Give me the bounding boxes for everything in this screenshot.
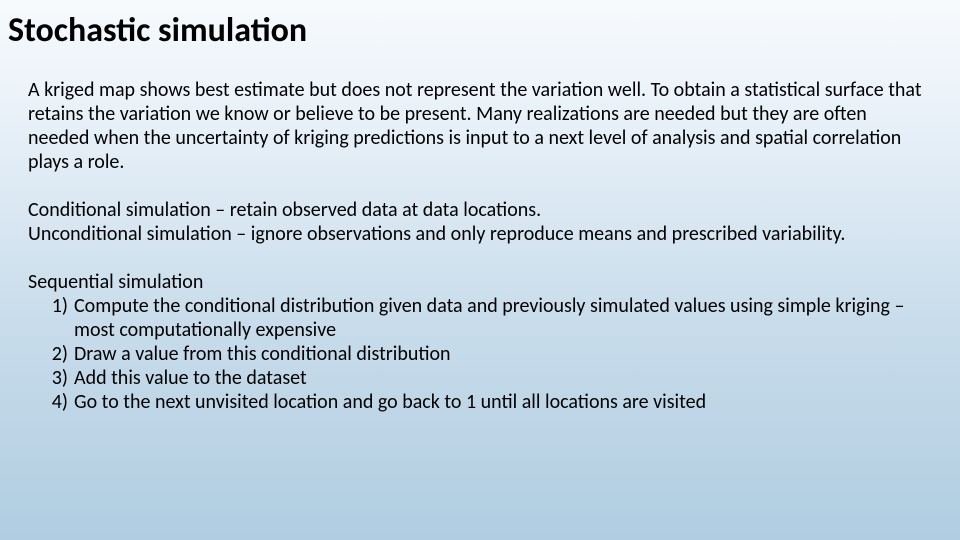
list-item: Draw a value from this conditional distr… <box>74 342 932 366</box>
sequential-steps-list: Compute the conditional distribution giv… <box>28 294 932 414</box>
paragraph-intro: A kriged map shows best estimate but doe… <box>28 78 932 174</box>
paragraph-simulation-types: Conditional simulation – retain observed… <box>28 198 932 246</box>
slide: Stochastic simulation A kriged map shows… <box>0 0 960 540</box>
list-item: Compute the conditional distribution giv… <box>74 294 932 342</box>
conditional-simulation-line: Conditional simulation – retain observed… <box>28 198 932 222</box>
slide-body: A kriged map shows best estimate but doe… <box>28 78 932 414</box>
slide-title: Stochastic simulation <box>8 10 307 51</box>
list-item: Go to the next unvisited location and go… <box>74 390 932 414</box>
sequential-title: Sequential simulation <box>28 270 932 294</box>
unconditional-simulation-line: Unconditional simulation – ignore observ… <box>28 222 932 246</box>
list-item: Add this value to the dataset <box>74 366 932 390</box>
